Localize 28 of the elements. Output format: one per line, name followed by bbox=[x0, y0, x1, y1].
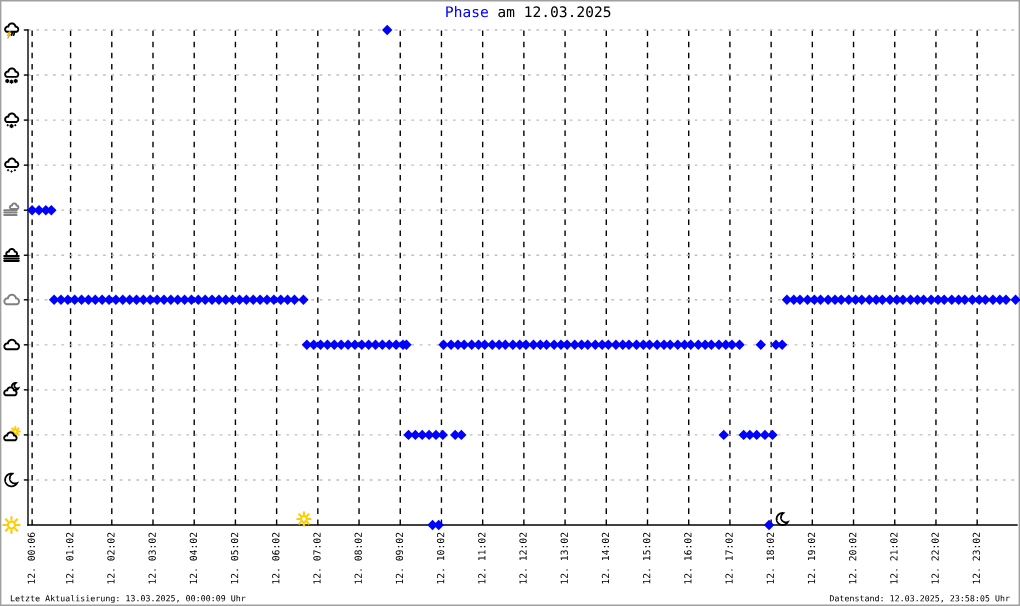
text: Datenstand: 12.03.2025, 23:58:05 Uhr bbox=[829, 594, 1010, 603]
x-tick-label: 12. 11:02 bbox=[478, 532, 486, 584]
x-tick-label: 12. 06:02 bbox=[272, 532, 280, 584]
x-tick-label: 12. 18:02 bbox=[766, 532, 774, 584]
x-tick-label: 12. 13:02 bbox=[560, 532, 568, 584]
x-tick-label: 12. 20:02 bbox=[849, 532, 857, 584]
x-tick-label: 12. 02:02 bbox=[107, 532, 115, 584]
x-tick-label: 12. 14:02 bbox=[601, 532, 610, 584]
x-tick-label: 12. 05:02 bbox=[230, 532, 239, 584]
x-tick-label: 12. 07:02 bbox=[313, 532, 321, 584]
x-tick-label: 12. 23:02 bbox=[972, 532, 981, 584]
x-tick-label: 12. 08:02 bbox=[354, 532, 362, 584]
x-tick-label: 12. 04:02 bbox=[189, 532, 198, 584]
x-tick-label: 12. 00:06 bbox=[27, 532, 35, 584]
x-tick-label: 12. 12:02 bbox=[519, 532, 527, 584]
x-tick-label: 12. 17:02 bbox=[725, 532, 733, 584]
x-tick-label: 12. 15:02 bbox=[642, 532, 651, 584]
x-tick-label: 12. 19:02 bbox=[807, 532, 816, 584]
x-tick-label: 12. 03:02 bbox=[148, 532, 156, 584]
x-tick-label: 12. 22:02 bbox=[931, 532, 939, 584]
text: Phase bbox=[446, 5, 488, 18]
x-tick-label: 12. 10:02 bbox=[436, 532, 445, 584]
x-tick-label: 12. 16:02 bbox=[684, 532, 692, 584]
x-tick-label: 12. 01:02 bbox=[66, 532, 74, 584]
x-tick-label: 12. 21:02 bbox=[890, 532, 898, 584]
chart-title: am 12.03.2025 bbox=[498, 6, 611, 18]
text: Letzte Aktualisierung: 13.03.2025, 00:00:09 Uhr bbox=[10, 594, 246, 604]
x-tick-label: 12. 09:02 bbox=[395, 532, 404, 584]
